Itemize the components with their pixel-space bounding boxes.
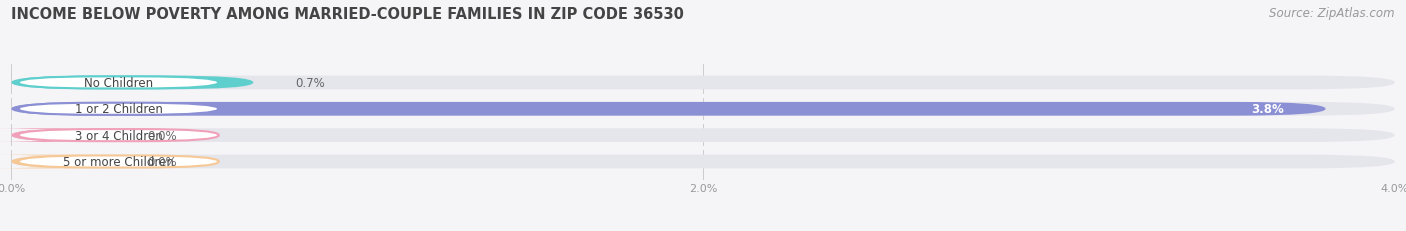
FancyBboxPatch shape — [18, 77, 219, 89]
FancyBboxPatch shape — [11, 103, 1326, 116]
Text: 5 or more Children: 5 or more Children — [63, 155, 174, 168]
Text: No Children: No Children — [84, 77, 153, 90]
Text: 0.0%: 0.0% — [146, 129, 177, 142]
FancyBboxPatch shape — [11, 103, 1395, 116]
FancyBboxPatch shape — [11, 129, 1395, 142]
Text: INCOME BELOW POVERTY AMONG MARRIED-COUPLE FAMILIES IN ZIP CODE 36530: INCOME BELOW POVERTY AMONG MARRIED-COUPL… — [11, 7, 685, 22]
Text: Source: ZipAtlas.com: Source: ZipAtlas.com — [1270, 7, 1395, 20]
FancyBboxPatch shape — [11, 155, 1395, 169]
Text: 0.0%: 0.0% — [146, 155, 177, 168]
Text: 1 or 2 Children: 1 or 2 Children — [75, 103, 163, 116]
Text: 3.8%: 3.8% — [1251, 103, 1284, 116]
FancyBboxPatch shape — [18, 156, 219, 168]
FancyBboxPatch shape — [0, 155, 101, 169]
FancyBboxPatch shape — [11, 76, 1395, 90]
FancyBboxPatch shape — [11, 76, 253, 90]
FancyBboxPatch shape — [18, 103, 219, 115]
FancyBboxPatch shape — [0, 129, 101, 142]
FancyBboxPatch shape — [18, 130, 219, 142]
Text: 0.7%: 0.7% — [295, 77, 325, 90]
Text: 3 or 4 Children: 3 or 4 Children — [75, 129, 162, 142]
